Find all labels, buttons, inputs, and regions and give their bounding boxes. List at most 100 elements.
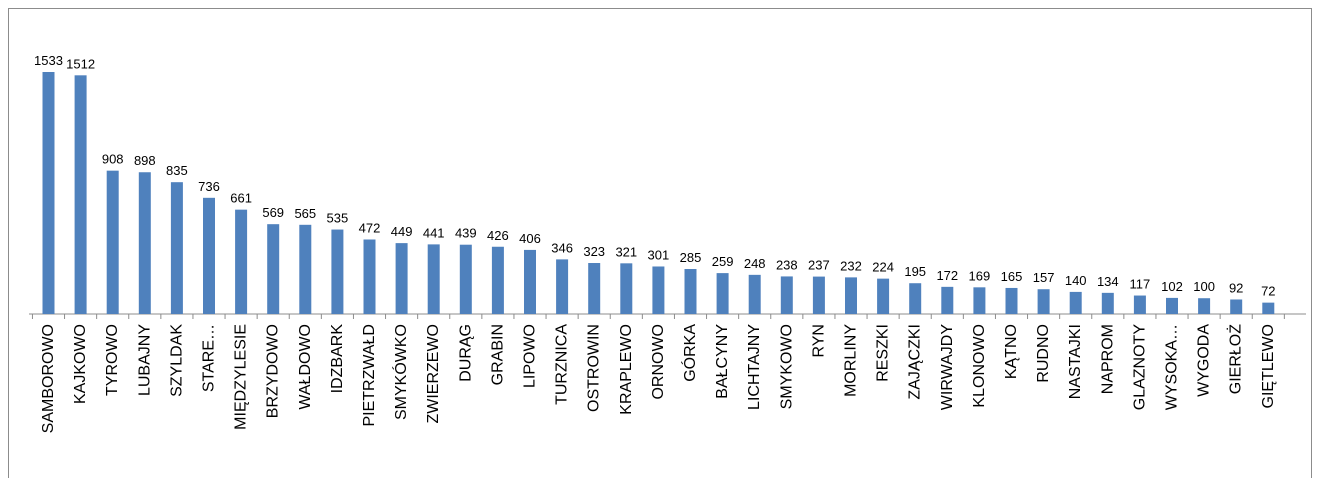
bar-wirwajdy (941, 286, 954, 314)
bar-lubajny (138, 172, 151, 314)
data-label: 449 (391, 224, 413, 239)
bar-turznica (556, 259, 569, 314)
bar-zajączki (909, 283, 922, 314)
bar-wygoda (1198, 298, 1211, 314)
category-label: RUDNO (1035, 324, 1052, 383)
data-label: 1533 (34, 53, 63, 68)
category-label: KLONOWO (971, 324, 988, 408)
bar-reszki (877, 278, 890, 314)
data-label: 165 (1001, 269, 1023, 284)
bar-rudno (1037, 289, 1050, 314)
data-label: 92 (1229, 280, 1243, 295)
data-label: 346 (551, 240, 573, 255)
bar-ornowo (652, 266, 665, 314)
data-label: 406 (519, 231, 541, 246)
category-label: ZAJĄCZKI (907, 324, 924, 400)
data-label: 661 (230, 191, 252, 206)
category-label: TYROWO (104, 324, 121, 396)
data-label: 232 (840, 258, 862, 273)
category-label: WYSOKA… (1164, 324, 1181, 410)
data-label: 565 (294, 206, 316, 221)
bar-smykówko (395, 243, 408, 314)
category-label: OSTROWIN (586, 324, 603, 412)
bar-ryn (812, 276, 825, 314)
data-label: 898 (134, 153, 156, 168)
bar-smykowo (780, 276, 793, 314)
bar-gierłoż (1230, 299, 1243, 314)
category-label: LIPOWO (522, 324, 539, 388)
data-label: 908 (102, 152, 124, 167)
bar-ostrowin (588, 263, 601, 314)
data-label: 736 (198, 179, 220, 194)
category-label: WIRWAJDY (939, 324, 956, 411)
bar-idzbark (331, 229, 344, 314)
data-label: 140 (1065, 273, 1087, 288)
data-label: 248 (744, 256, 766, 271)
data-label: 441 (423, 225, 445, 240)
data-label: 238 (776, 257, 798, 272)
data-label: 1512 (66, 56, 95, 71)
category-label: RYN (810, 324, 827, 358)
data-label: 285 (680, 250, 702, 265)
bar-grabin (491, 246, 504, 314)
bar-durąg (459, 244, 472, 314)
category-label: BRZYDOWO (265, 324, 282, 418)
bar-giętlewo (1262, 302, 1275, 314)
data-label: 157 (1033, 270, 1055, 285)
data-label: 237 (808, 258, 830, 273)
category-label: MORLINY (843, 324, 860, 397)
bar-pietrzwałd (363, 239, 376, 314)
data-label: 426 (487, 228, 509, 243)
data-label: 569 (262, 205, 284, 220)
data-label: 72 (1261, 284, 1275, 299)
bar-lichtajny (748, 274, 761, 314)
data-label: 439 (455, 226, 477, 241)
category-label: DURĄG (457, 324, 474, 382)
data-label: 323 (583, 244, 605, 259)
data-label: 172 (936, 268, 958, 283)
category-label: NAPROM (1099, 324, 1116, 394)
bar-wałdowo (299, 224, 312, 314)
data-label: 535 (327, 211, 349, 226)
data-label: 169 (969, 268, 991, 283)
bar-kajkowo (74, 75, 87, 315)
bar-morliny (845, 277, 857, 314)
category-label: GÓRKA (680, 324, 699, 382)
bar-szyldak (170, 182, 183, 314)
bar-międzylesie (235, 209, 248, 314)
data-label: 472 (359, 220, 381, 235)
category-label: LICHTAJNY (746, 324, 763, 410)
data-label: 102 (1161, 279, 1183, 294)
category-label: GLAZNOTY (1131, 324, 1148, 411)
bar-zwierzewo (427, 244, 440, 314)
category-label: PIETRZWAŁD (361, 324, 378, 427)
category-label: WAŁDOWO (297, 324, 314, 410)
bar-klonowo (973, 287, 986, 314)
category-label: KĄTNO (1003, 324, 1020, 379)
bar-górka (684, 269, 697, 314)
category-label: MIĘDZYLESIE (233, 324, 250, 430)
category-label: SMYKOWO (778, 324, 795, 409)
category-label: TURZNICA (554, 324, 571, 405)
category-label: NASTAJKI (1067, 324, 1084, 399)
data-label: 100 (1193, 279, 1215, 294)
category-label: RESZKI (875, 324, 892, 382)
category-label: WYGODA (1196, 324, 1213, 397)
chart-frame (8, 8, 1312, 478)
bar-nastajki (1069, 291, 1082, 314)
category-label: SMYKÓWKO (391, 324, 410, 420)
bar-samborowo (42, 72, 55, 314)
category-label: KRAPLEWO (618, 324, 635, 415)
category-label: ZWIERZEWO (425, 324, 442, 424)
data-label: 134 (1097, 274, 1119, 289)
category-label: SZYLDAK (168, 324, 185, 397)
bar-tyrowo (106, 170, 119, 314)
data-label: 301 (648, 247, 670, 262)
category-label: GIERŁOŻ (1226, 324, 1245, 394)
bar-bałcyny (716, 273, 729, 314)
category-label: STARE… (201, 324, 218, 392)
category-label: KAJKOWO (72, 324, 89, 404)
category-label: GIĘTLEWO (1260, 324, 1277, 408)
category-label: BAŁCYNY (714, 324, 731, 399)
